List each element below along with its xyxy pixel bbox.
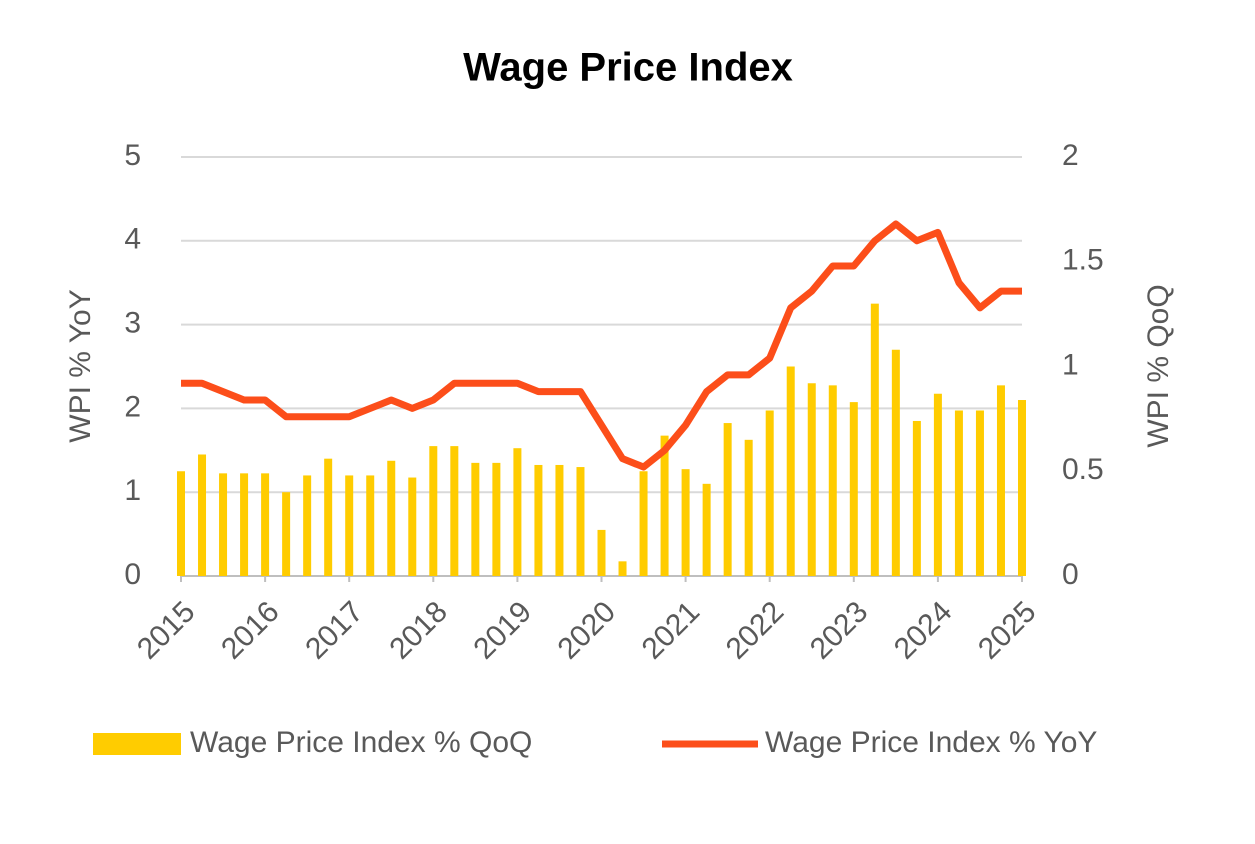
legend-label: Wage Price Index % YoY — [765, 726, 1097, 759]
bar — [639, 471, 648, 576]
bar — [576, 467, 585, 576]
bar — [996, 385, 1005, 576]
x-tick-label: 2017 — [299, 595, 370, 666]
bar — [555, 464, 564, 576]
bar — [324, 458, 333, 576]
y2-tick-label: 0.5 — [1062, 453, 1104, 486]
bar — [681, 469, 690, 576]
x-tick-label: 2016 — [215, 595, 286, 666]
bar — [408, 477, 417, 576]
bar — [198, 454, 207, 576]
bar — [240, 473, 249, 576]
bar — [807, 383, 816, 576]
legend-swatch — [93, 733, 181, 755]
bar — [954, 410, 963, 576]
y-tick-label: 0 — [124, 558, 141, 591]
bar — [702, 483, 711, 576]
x-tick-label: 2023 — [804, 595, 875, 666]
bar — [282, 492, 291, 576]
bar — [1018, 400, 1026, 576]
y2-axis-label: WPI % QoQ — [1142, 284, 1175, 447]
y-tick-label: 5 — [124, 139, 141, 172]
y2-tick-label: 0 — [1062, 558, 1079, 591]
bar — [534, 464, 543, 576]
y-axis-label: WPI % YoY — [64, 289, 97, 442]
bar — [177, 471, 185, 576]
bar — [492, 462, 501, 576]
bar — [597, 529, 606, 576]
bar — [366, 475, 375, 576]
bar — [828, 385, 837, 576]
bar — [387, 460, 396, 576]
x-tick-label: 2015 — [131, 595, 202, 666]
x-tick-label: 2025 — [972, 595, 1043, 666]
x-tick-label: 2022 — [720, 595, 791, 666]
bar — [912, 420, 921, 576]
bar — [261, 473, 270, 576]
bar — [765, 410, 774, 576]
y-tick-label: 1 — [124, 474, 141, 507]
bar — [744, 439, 753, 576]
bar — [450, 446, 459, 576]
line — [181, 220, 1022, 471]
bar — [870, 303, 879, 576]
bar — [723, 423, 732, 576]
bar — [786, 366, 795, 576]
x-tick-label: 2020 — [552, 595, 623, 666]
y2-tick-label: 1.5 — [1062, 244, 1104, 277]
bar — [975, 410, 984, 576]
x-tick-label: 2024 — [888, 595, 959, 666]
x-tick-label: 2019 — [467, 595, 538, 666]
bar — [891, 349, 900, 576]
y-tick-label: 2 — [124, 390, 141, 423]
bar — [513, 448, 522, 576]
bar — [618, 561, 627, 576]
bar — [933, 393, 942, 576]
legend-label: Wage Price Index % QoQ — [190, 726, 532, 759]
y-tick-label: 3 — [124, 307, 141, 340]
bar — [429, 446, 438, 576]
bar — [345, 475, 354, 576]
bar — [303, 475, 312, 576]
bar — [219, 473, 228, 576]
chart-title: Wage Price Index — [463, 46, 793, 90]
y-tick-label: 4 — [124, 223, 141, 256]
y2-tick-label: 2 — [1062, 139, 1079, 172]
y2-tick-label: 1 — [1062, 348, 1079, 381]
bar — [660, 435, 669, 576]
x-tick-label: 2018 — [383, 595, 454, 666]
x-tick-label: 2021 — [636, 595, 707, 666]
bar — [849, 402, 858, 576]
bar — [471, 462, 480, 576]
